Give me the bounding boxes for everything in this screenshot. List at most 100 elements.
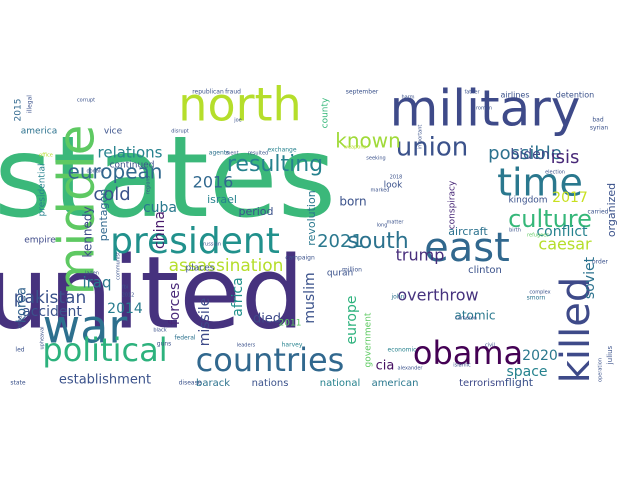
word-accident: accident	[22, 304, 82, 320]
word-korea: korea	[15, 287, 30, 323]
word-clinton: clinton	[468, 265, 502, 276]
word-2012: 2012	[122, 293, 135, 299]
word-detention: detention	[556, 91, 594, 100]
word-east: east	[424, 225, 510, 271]
word-union: union	[396, 133, 469, 163]
word-communist: communist	[116, 252, 122, 280]
word-2021: 2021	[317, 231, 363, 252]
word-election: election	[545, 170, 565, 176]
word-organized: organized	[605, 183, 618, 237]
word-kennedy: kennedy	[81, 206, 95, 257]
word-political: political	[42, 331, 167, 369]
word-european: european	[68, 160, 163, 184]
word-missile: missile	[197, 298, 213, 347]
word-agents: agents	[209, 150, 229, 157]
word-establishment: establishment	[59, 373, 151, 388]
word-period: period	[238, 205, 273, 218]
word-isis: isis	[551, 147, 580, 168]
word-marked: marked	[371, 188, 390, 194]
word-matter: matter	[387, 220, 405, 226]
word-joe: joe	[233, 118, 242, 124]
word-area: area	[17, 315, 24, 329]
word-regions: regions	[146, 175, 152, 194]
word-government: government	[364, 312, 374, 367]
word-pakistan: pakistan	[14, 288, 87, 308]
word-seeking: seeking	[366, 156, 385, 162]
word-north: north	[178, 78, 301, 132]
word-led: led	[15, 347, 24, 354]
word-federal: federal	[174, 335, 195, 342]
word-complex: complex	[529, 290, 550, 296]
word-revolution: revolution	[305, 190, 318, 245]
word-smorn: smorn	[527, 295, 546, 302]
word-exchange: exchange	[267, 147, 296, 154]
word-important: important	[418, 125, 424, 150]
word-cold: cold	[93, 184, 130, 205]
word-long: long	[377, 223, 388, 229]
word-forces: forces	[167, 283, 183, 326]
word-cia: cia	[376, 359, 395, 374]
word-israel: israel	[207, 193, 237, 206]
word-flight: flight	[505, 376, 534, 389]
word-national: national	[320, 378, 361, 389]
word-harm: harm	[401, 95, 414, 101]
word-islamic: islamic	[453, 363, 471, 369]
word-america: america	[21, 127, 57, 137]
word-county: county	[321, 97, 331, 128]
word-iraq: iraq	[82, 274, 111, 292]
word-ment: ment	[225, 151, 238, 157]
word-barack: barack	[196, 378, 230, 389]
word-carried: carried	[588, 209, 609, 216]
word-syrian: syrian	[590, 125, 608, 132]
word-states: states	[0, 113, 336, 243]
word-conspiracy: conspiracy	[448, 180, 458, 229]
word-president: president	[110, 221, 280, 262]
word-weapons: weapons	[344, 145, 367, 151]
word-operation: operation	[598, 358, 604, 382]
word-nations: nations	[252, 378, 289, 389]
word-south: south	[347, 229, 408, 254]
word-alexander: alexander	[398, 366, 424, 372]
word-space: space	[506, 364, 547, 380]
word-aircraft: aircraft	[448, 225, 488, 238]
word-kingdom: kingdom	[508, 196, 547, 206]
word-upheaval: upheaval	[40, 326, 46, 349]
word-refugees: refugees	[527, 233, 549, 239]
word-relations: relations	[98, 144, 163, 162]
word-john: john	[391, 294, 405, 301]
word-order: order	[592, 259, 609, 266]
word-birth: birth	[509, 228, 521, 234]
word-china: china	[152, 211, 168, 249]
word-culture: culture	[508, 205, 592, 233]
word-fbi: fbi	[122, 285, 128, 291]
word-africa: africa	[230, 277, 246, 316]
word-caesar: caesar	[538, 235, 592, 254]
word-father: father	[464, 90, 480, 96]
word-europe: europe	[344, 296, 360, 345]
word-biden: biden	[510, 147, 549, 163]
word-trump: trump	[396, 246, 445, 265]
word-quran: quran	[327, 269, 353, 279]
word-terrorism: terrorism	[459, 378, 505, 389]
word-harvey: harvey	[282, 342, 303, 349]
word-2016: 2016	[193, 173, 234, 192]
word-leaders: leaders	[237, 343, 256, 349]
word-resulting: resulting	[227, 152, 323, 177]
word-cuba: cuba	[143, 200, 177, 216]
word-laden: laden	[85, 271, 99, 277]
word-places: places	[186, 264, 215, 274]
word-middle: middle	[48, 125, 106, 296]
word-empire: empire	[24, 236, 56, 246]
word-soviet: soviet	[582, 256, 598, 299]
word-united: united	[0, 234, 304, 351]
word-2020: 2020	[522, 348, 558, 364]
word-presidential: presidential	[38, 164, 48, 217]
word-black: black	[153, 328, 166, 334]
word-atomic: atomic	[454, 309, 495, 323]
word-civil: civil	[485, 343, 495, 349]
word-pentagon: pentagon	[97, 189, 110, 241]
word-roman: roman	[476, 106, 492, 112]
word-disrupt: disrupt	[171, 129, 189, 135]
word-continued: continued	[110, 161, 155, 171]
